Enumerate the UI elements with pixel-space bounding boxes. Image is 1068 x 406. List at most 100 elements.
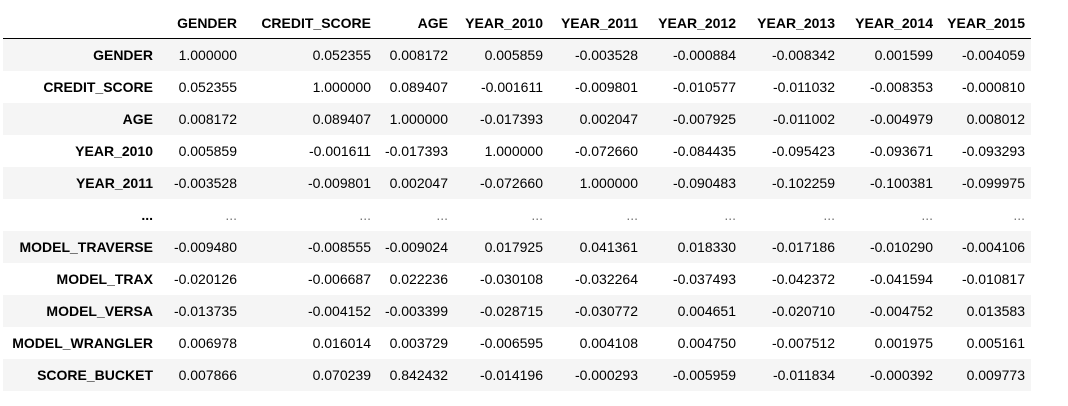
table-cell: 0.070239 (312, 367, 371, 383)
table-cell: -0.003399 (384, 303, 448, 319)
column-header: YEAR_2011 (549, 8, 644, 39)
column-header: YEAR_2012 (644, 8, 742, 39)
table-cell: -0.011032 (772, 79, 835, 95)
table-cell: -0.041594 (869, 271, 933, 287)
table-cell: -0.000392 (869, 367, 933, 383)
table-row: MODEL_TRAVERSE -0.009480 -0.008555 -0.00902… (3, 231, 1031, 263)
table-cell: -0.013735 (173, 303, 237, 319)
table-cell: 0.001599 (874, 47, 933, 63)
table-cell: 0.052355 (178, 79, 237, 95)
table-body: GENDER 1.000000 0.052355 0.008172 0.005859 -0… (3, 38, 1031, 391)
table-row: MODEL_VERSA -0.013735 -0.004152 -0.003399 -0… (3, 295, 1031, 327)
column-header: YEAR_2010 (454, 8, 549, 39)
table-cell: -0.017393 (384, 143, 448, 159)
row-index-label: SCORE_BUCKET (37, 367, 153, 383)
table-cell: -0.000293 (574, 367, 638, 383)
table-cell: 0.016014 (312, 335, 371, 351)
table-cell: -0.001611 (480, 79, 543, 95)
table-cell: -0.009801 (574, 79, 638, 95)
table-cell: -0.093293 (961, 143, 1025, 159)
table-cell: 0.018330 (677, 239, 736, 255)
table-cell: 0.022236 (389, 271, 448, 287)
table-cell: -0.003528 (173, 175, 237, 191)
table-cell: 1.000000 (484, 143, 543, 159)
table-cell: ... (823, 207, 835, 223)
table-cell: -0.084435 (672, 143, 736, 159)
table-cell: -0.072660 (479, 175, 543, 191)
table-cell: 0.017925 (484, 239, 543, 255)
table-row: .............................. (3, 199, 1031, 231)
table-cell: 0.013583 (966, 303, 1025, 319)
table-cell: -0.008353 (869, 79, 933, 95)
table-cell: -0.001611 (308, 143, 371, 159)
table-cell: -0.020710 (771, 303, 835, 319)
table-cell: 0.001975 (874, 335, 933, 351)
table-row: MODEL_WRANGLER 0.006978 0.016014 0.003729 -0… (3, 327, 1031, 359)
table-cell: -0.032264 (574, 271, 638, 287)
column-header: CREDIT_SCORE (243, 8, 377, 39)
table-cell: 0.009773 (966, 367, 1025, 383)
table-cell: 1.000000 (579, 175, 638, 191)
table-cell: -0.017186 (771, 239, 835, 255)
row-index-label: MODEL_VERSA (46, 303, 153, 319)
table-cell: -0.004152 (307, 303, 371, 319)
row-index-label: YEAR_2010 (75, 143, 153, 159)
table-cell: 0.842432 (389, 367, 448, 383)
index-corner-cell (3, 8, 159, 39)
table-cell: 0.041361 (579, 239, 638, 255)
table-cell: ... (225, 207, 237, 223)
table-cell: 0.005859 (178, 143, 237, 159)
right-clip-edge (1048, 8, 1068, 388)
table-cell: -0.037493 (672, 271, 736, 287)
table-cell: 1.000000 (312, 79, 371, 95)
correlation-table: GENDER CREDIT_SCORE AGE YEAR_2010 YEAR_2011 Y… (3, 8, 1031, 391)
table-cell: ... (531, 207, 543, 223)
table-cell: -0.095423 (771, 143, 835, 159)
table-cell: -0.004059 (961, 47, 1025, 63)
table-cell: 0.008172 (178, 111, 237, 127)
table-cell: -0.100381 (869, 175, 933, 191)
table-cell: -0.014196 (479, 367, 543, 383)
table-cell: 0.005859 (484, 47, 543, 63)
table-cell: 0.008172 (389, 47, 448, 63)
table-cell: 0.089407 (389, 79, 448, 95)
table-cell: -0.008555 (307, 239, 371, 255)
table-cell: ... (626, 207, 638, 223)
table-cell: -0.000810 (961, 79, 1025, 95)
table-row: SCORE_BUCKET 0.007866 0.070239 0.842432 -0.0… (3, 359, 1031, 391)
table-cell: 0.052355 (312, 47, 371, 63)
table-cell: -0.093671 (869, 143, 933, 159)
table-cell: -0.000884 (672, 47, 736, 63)
table-cell: -0.009024 (384, 239, 448, 255)
table-cell: -0.099975 (961, 175, 1025, 191)
table-cell: -0.003528 (574, 47, 638, 63)
table-cell: 0.008012 (966, 111, 1025, 127)
table-cell: -0.017393 (479, 111, 543, 127)
table-cell: -0.009801 (307, 175, 371, 191)
table-cell: 0.007866 (178, 367, 237, 383)
table-cell: 1.000000 (178, 47, 237, 63)
table-cell: -0.010817 (961, 271, 1025, 287)
table-cell: ... (436, 207, 448, 223)
table-cell: ... (1013, 207, 1025, 223)
table-cell: -0.004106 (961, 239, 1025, 255)
table-cell: -0.006595 (479, 335, 543, 351)
table-cell: 0.005161 (966, 335, 1025, 351)
row-index-label: CREDIT_SCORE (43, 79, 153, 95)
table-cell: -0.004979 (869, 111, 933, 127)
table-cell: -0.009480 (173, 239, 237, 255)
table-cell: 0.004651 (677, 303, 736, 319)
table-cell: -0.007925 (672, 111, 736, 127)
table-cell: -0.030108 (479, 271, 543, 287)
table-cell: -0.010290 (869, 239, 933, 255)
table-cell: -0.072660 (574, 143, 638, 159)
row-index-label: MODEL_TRAVERSE (19, 239, 153, 255)
table-cell: 0.002047 (579, 111, 638, 127)
table-cell: ... (921, 207, 933, 223)
row-index-label: MODEL_TRAX (56, 271, 153, 287)
table-cell: -0.011834 (772, 367, 835, 383)
table-cell: -0.010577 (672, 79, 736, 95)
table-row: YEAR_2010 0.005859 -0.001611 -0.017393 1.000… (3, 135, 1031, 167)
header-row: GENDER CREDIT_SCORE AGE YEAR_2010 YEAR_2011 Y… (3, 8, 1031, 39)
